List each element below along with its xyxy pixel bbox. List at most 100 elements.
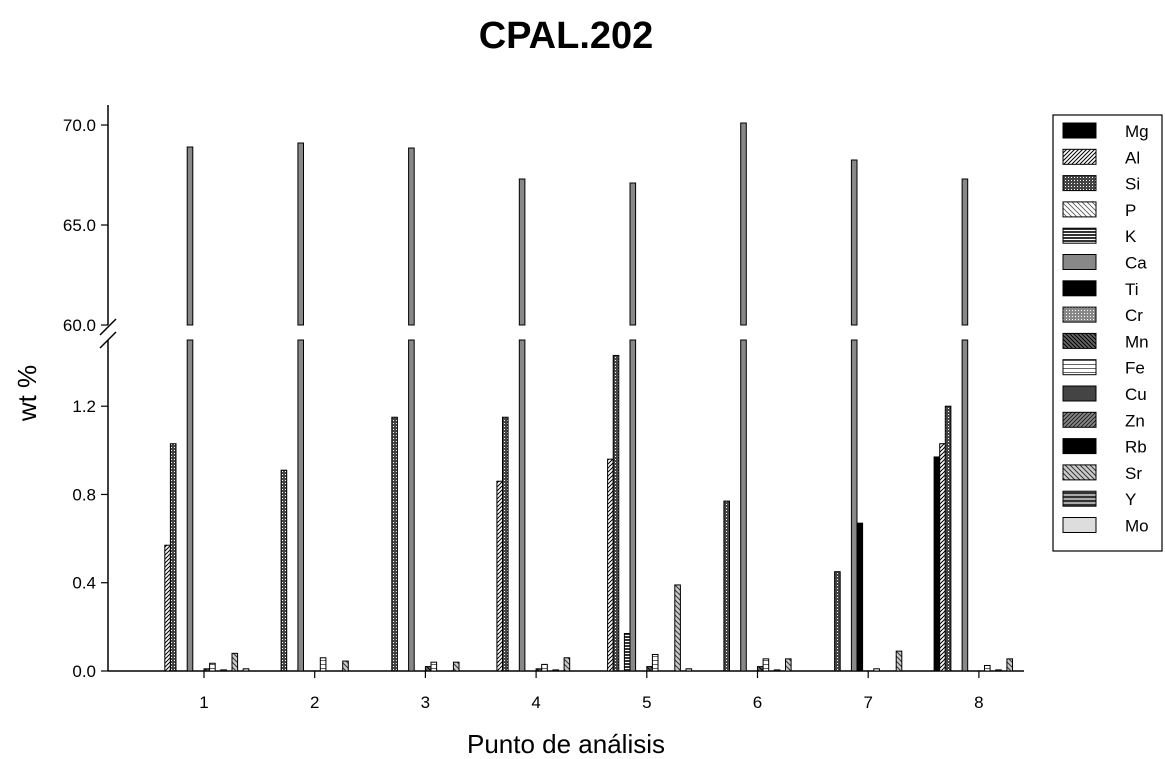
bar-Fe-4 [541, 663, 548, 672]
bar-Zn-1 [220, 669, 227, 672]
legend-swatch-K [1062, 227, 1097, 244]
bar-Fe-3 [430, 661, 438, 672]
legend-label-P: P [1125, 201, 1136, 220]
bar-Fe-6 [762, 658, 770, 672]
x-tick-label: 8 [974, 693, 983, 712]
bar-Ca-3 [408, 339, 415, 672]
bar-Fe-7 [873, 668, 880, 672]
bar-Mg-8 [933, 456, 941, 672]
legend-swatch-Y [1062, 490, 1097, 507]
legend-label-Al: Al [1125, 148, 1140, 167]
bar-Mo-5 [685, 668, 693, 672]
bar-Zn-4 [552, 669, 560, 672]
bar-Zn-6 [773, 669, 781, 672]
bar-Ca-7 [850, 339, 858, 672]
legend-swatch-Mo [1062, 517, 1097, 533]
legend-swatch-Ca [1062, 254, 1097, 270]
bar-Al-8 [939, 443, 946, 672]
x-tick-label: 1 [199, 693, 208, 712]
x-tick-label: 3 [421, 693, 430, 712]
legend-label-Sr: Sr [1125, 464, 1142, 483]
bar-Ca-7-upper [850, 159, 858, 326]
axis-break-mark [99, 331, 117, 349]
legend-label-K: K [1125, 227, 1137, 246]
bar-Ca-4-upper [518, 178, 526, 326]
bar-Al-5 [607, 458, 614, 672]
legend-swatch-Mn [1062, 332, 1097, 349]
bar-Fe-8 [984, 664, 991, 672]
bar-Sr-2 [342, 660, 349, 672]
bar-Mn-1 [203, 668, 211, 672]
bars [164, 122, 1014, 672]
legend-label-Mg: Mg [1125, 122, 1149, 141]
bar-Ca-3-upper [408, 147, 415, 326]
y-tick-label: 0.0 [72, 662, 96, 681]
x-axis-title: Punto de análisis [467, 729, 665, 759]
legend-label-Si: Si [1125, 175, 1140, 194]
legend-swatch-Cu [1062, 385, 1097, 402]
bar-Ca-2 [297, 339, 304, 672]
bar-Si-7 [834, 571, 841, 672]
bar-Fe-2 [319, 657, 327, 672]
bar-Sr-4 [563, 657, 571, 672]
legend-label-Cu: Cu [1125, 385, 1147, 404]
bar-Si-6 [723, 500, 731, 672]
x-tick-label: 4 [531, 693, 540, 712]
bar-Mo-1 [242, 668, 250, 672]
bar-Fe-5 [651, 653, 659, 672]
bar-Si-4 [502, 416, 509, 672]
bar-Fe-1 [209, 662, 216, 672]
x-tick-label: 6 [753, 693, 762, 712]
bar-Ca-1 [186, 339, 194, 672]
bar-Si-1 [169, 443, 177, 672]
legend-label-Ti: Ti [1125, 280, 1139, 299]
legend-swatch-Ti [1062, 280, 1097, 297]
y-axis-title: wt % [12, 365, 42, 422]
x-tick-label: 5 [642, 693, 651, 712]
y-tick-label: 70.0 [63, 116, 96, 135]
bar-Al-1 [164, 544, 171, 672]
chart-title: CPAL.202 [479, 15, 654, 57]
bar-Mn-6 [757, 666, 764, 672]
legend-label-Y: Y [1125, 490, 1136, 509]
bar-Sr-7 [895, 650, 903, 672]
y-tick-label: 65.0 [63, 216, 96, 235]
bar-Ca-1-upper [186, 146, 194, 326]
bar-Si-5 [612, 354, 620, 672]
bar-Sr-5 [674, 584, 681, 672]
legend: Mg Al Si PK Ca Ti Cr Mn Fe Cu Zn Rb Sr Y Mo [1052, 114, 1163, 552]
bar-Si-2 [280, 469, 288, 672]
bar-Ca-4 [518, 339, 526, 672]
y-tick-label: 60.0 [63, 316, 96, 335]
bar-Zn-8 [995, 669, 1002, 672]
bar-Sr-6 [785, 658, 792, 672]
legend-swatch-Cr [1062, 306, 1097, 323]
bar-Ca-6 [740, 339, 747, 672]
legend-label-Cr: Cr [1125, 306, 1143, 325]
legend-swatch-Zn [1062, 411, 1097, 428]
y-tick-label: 0.4 [72, 574, 96, 593]
legend-swatch-Rb [1062, 438, 1097, 455]
legend-label-Mn: Mn [1125, 332, 1149, 351]
legend-label-Fe: Fe [1125, 359, 1145, 378]
legend-swatch-Fe [1062, 359, 1097, 376]
bar-Mn-3 [424, 666, 432, 672]
bar-Mn-4 [535, 668, 543, 672]
axes: 0.0 0.4 0.8 1.2 60.0 65.0 70.0 1 2 3 4 5 6 7 8 [63, 105, 1024, 712]
legend-swatch-Sr [1062, 464, 1097, 481]
bar-Sr-8 [1006, 658, 1014, 672]
bar-Mn-5 [646, 666, 653, 672]
legend-label-Ca: Ca [1125, 254, 1147, 273]
bar-Sr-1 [231, 652, 239, 672]
bar-Ca-5 [629, 339, 637, 672]
legend-swatch-Mg [1062, 122, 1097, 139]
y-tick-label: 0.8 [72, 485, 96, 504]
x-tick-label: 7 [863, 693, 872, 712]
legend-label-Zn: Zn [1125, 411, 1145, 430]
bar-K-5 [623, 632, 631, 672]
legend-swatch-Al [1062, 148, 1097, 165]
bar-Sr-3 [452, 661, 460, 672]
bar-Ti-7 [856, 522, 864, 672]
bar-Ca-5-upper [629, 182, 637, 326]
